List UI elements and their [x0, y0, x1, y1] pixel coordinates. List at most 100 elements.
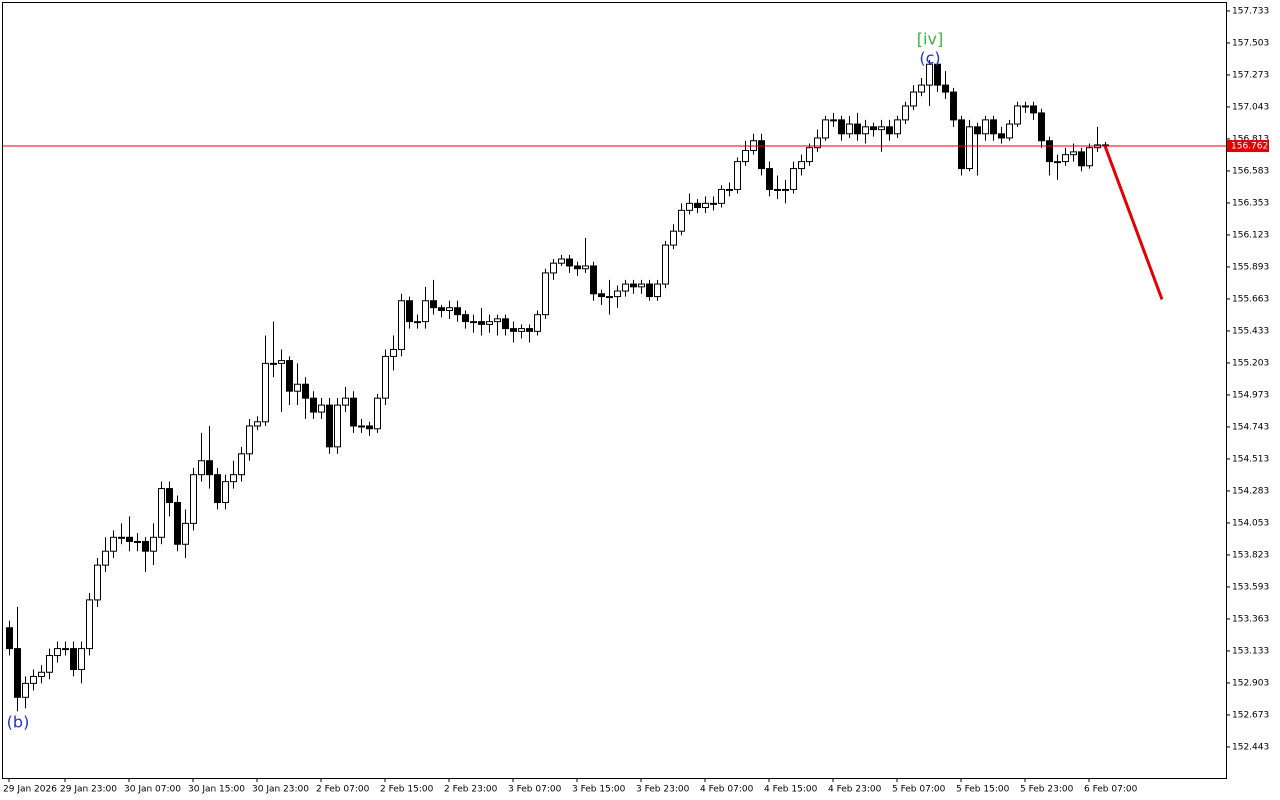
- x-tick-label: 2 Feb 15:00: [380, 785, 434, 795]
- candle-body: [606, 296, 613, 299]
- candle-body: [894, 119, 901, 135]
- y-tick-label: 153.593: [1232, 582, 1269, 592]
- candle-body: [1014, 105, 1021, 125]
- candle-body: [246, 425, 253, 455]
- candle-body: [878, 126, 885, 131]
- candle-body: [206, 460, 213, 476]
- y-tick-label: 155.663: [1232, 294, 1269, 304]
- candle-body: [262, 362, 269, 423]
- candle-body: [1030, 105, 1037, 114]
- x-tick-label: 2 Feb 07:00: [316, 785, 370, 795]
- y-tick-label: 156.813: [1232, 134, 1269, 144]
- candle-body: [566, 258, 573, 267]
- y-tick-label: 152.903: [1232, 678, 1269, 688]
- x-tick-label: 4 Feb 23:00: [828, 785, 882, 795]
- candle-body: [766, 168, 773, 190]
- candle-body: [494, 318, 501, 323]
- candle-body: [70, 648, 77, 670]
- y-tick-label: 156.583: [1232, 166, 1269, 176]
- candle-body: [142, 540, 149, 552]
- candle-body: [958, 119, 965, 170]
- candle-body: [974, 126, 981, 135]
- candle-body: [254, 421, 261, 427]
- current-price-label: 156.762: [1231, 142, 1268, 152]
- wave-label: (b): [7, 713, 30, 732]
- candle-body: [822, 119, 829, 139]
- candle-body: [918, 84, 925, 93]
- x-tick-label: 30 Jan 23:00: [252, 785, 309, 795]
- candle-body: [806, 147, 813, 163]
- candle-body: [286, 360, 293, 392]
- candle-body: [54, 648, 61, 657]
- candle-body: [614, 290, 621, 298]
- candle-body: [542, 272, 549, 316]
- candle-body: [678, 209, 685, 232]
- x-tick-label: 30 Jan 15:00: [188, 785, 245, 795]
- candle-body: [374, 397, 381, 430]
- candle-body: [742, 149, 749, 163]
- candle-body: [326, 404, 333, 448]
- candle-body: [598, 293, 605, 298]
- candle-body: [966, 126, 973, 170]
- y-tick-label: 154.743: [1232, 422, 1269, 432]
- candle-body: [686, 202, 693, 211]
- candle-body: [350, 397, 357, 427]
- candle-body: [214, 474, 221, 504]
- candle-body: [230, 474, 237, 483]
- candle-body: [638, 283, 645, 288]
- candle-body: [782, 188, 789, 191]
- candle-body: [1038, 112, 1045, 142]
- wave-label: [iv]: [917, 30, 943, 49]
- x-tick-label: 3 Feb 15:00: [572, 785, 626, 795]
- y-tick-label: 152.443: [1232, 742, 1269, 752]
- candle-body: [158, 488, 165, 538]
- candle-body: [534, 314, 541, 332]
- candle-body: [910, 91, 917, 107]
- y-tick-label: 152.673: [1232, 710, 1269, 720]
- candle-body: [590, 265, 597, 295]
- candle-body: [166, 488, 173, 504]
- candle-body: [334, 404, 341, 448]
- candle-body: [118, 536, 125, 539]
- candle-body: [758, 140, 765, 170]
- candle-body: [630, 283, 637, 288]
- candle-body: [646, 283, 653, 298]
- candle-body: [694, 202, 701, 209]
- y-tick-label: 156.123: [1232, 230, 1269, 240]
- candle-body: [102, 550, 109, 566]
- candle-body: [1046, 140, 1053, 163]
- x-tick-label: 5 Feb 07:00: [892, 785, 946, 795]
- candle-body: [366, 425, 373, 430]
- y-tick-label: 153.363: [1232, 614, 1269, 624]
- x-tick-label: 3 Feb 23:00: [636, 785, 690, 795]
- candle-body: [510, 328, 517, 332]
- candle-body: [1006, 123, 1013, 139]
- candle-body: [1022, 105, 1029, 108]
- candle-body: [38, 671, 45, 677]
- candle-body: [110, 536, 117, 552]
- x-tick-label: 5 Feb 23:00: [1020, 785, 1074, 795]
- candle-body: [838, 119, 845, 135]
- candle-body: [486, 321, 493, 325]
- x-tick-label: 30 Jan 07:00: [124, 785, 181, 795]
- y-tick-label: 153.133: [1232, 646, 1269, 656]
- y-tick-label: 155.433: [1232, 326, 1269, 336]
- candle-body: [46, 655, 53, 673]
- candle-body: [518, 328, 525, 332]
- candle-body: [502, 318, 509, 330]
- candle-body: [710, 202, 717, 205]
- x-tick-label: 6 Feb 07:00: [1084, 785, 1138, 795]
- candle-body: [406, 300, 413, 323]
- candle-body: [950, 91, 957, 121]
- candle-body: [622, 283, 629, 292]
- candle-body: [854, 123, 861, 135]
- candle-body: [1062, 154, 1069, 163]
- candle-body: [358, 425, 365, 428]
- candle-body: [462, 314, 469, 323]
- candle-body: [478, 321, 485, 325]
- candle-body: [998, 133, 1005, 139]
- candle-body: [574, 265, 581, 270]
- candle-body: [190, 474, 197, 524]
- y-tick-label: 157.273: [1232, 70, 1269, 80]
